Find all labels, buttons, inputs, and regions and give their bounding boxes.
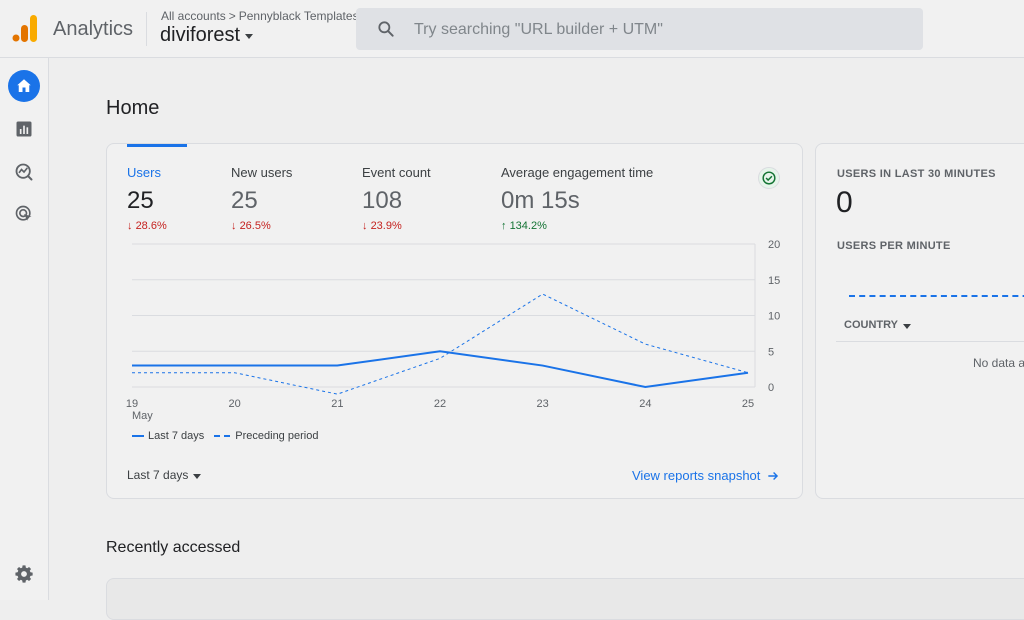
y-tick-label: 5 [768,346,774,358]
chevron-down-icon [245,34,254,39]
page-title: Home [106,97,160,119]
metric-change: ↑ 134.2% [501,220,653,232]
header-divider [146,12,147,46]
breadcrumb-account[interactable]: Pennyblack Templates [238,9,359,23]
x-tick-label: 24 [639,398,651,410]
breadcrumb-root[interactable]: All accounts [161,9,226,23]
recently-accessed-title: Recently accessed [106,539,241,556]
explore-icon [15,163,33,181]
metric-change-value: 23.9% [370,220,402,232]
metric-value: 108 [362,187,403,214]
metric-label: Average engagement time [501,165,654,180]
metric-label: Event count [362,165,431,180]
recently-accessed-card [106,578,1024,620]
active-tab-indicator [127,144,187,147]
legend-label: Last 7 days [148,430,205,442]
chevron-down-icon [902,323,911,329]
y-tick-label: 20 [768,239,780,251]
nav-reports[interactable] [8,113,40,145]
property-selector[interactable]: diviforest [160,24,254,47]
nav-home[interactable] [8,70,40,102]
metric-value: 25 [231,187,258,214]
chevron-down-icon [193,473,202,479]
metric-change-value: 134.2% [509,220,547,232]
arrow-right-icon [768,471,779,480]
users-line-chart: 0 5 10 15 20 19 20 21 22 23 24 25 May [126,239,780,422]
analytics-logo-icon [12,15,37,42]
y-tick-label: 0 [768,382,774,394]
overview-card: Users 25 ↓ 28.6% New users 25 ↓ 26.5% Ev… [106,143,803,499]
dimension-label: COUNTRY [844,319,898,331]
x-tick-label: 21 [331,398,343,410]
y-tick-label: 15 [768,275,780,287]
property-name: diviforest [160,24,241,46]
realtime-card: USERS IN LAST 30 MINUTES 0 USERS PER MIN… [815,143,1024,499]
arrow-down-icon: ↓ [231,220,237,232]
metric-tab-engagement-time[interactable]: Average engagement time 0m 15s ↑ 134.2% [501,165,653,232]
date-range-selector[interactable]: Last 7 days [127,468,202,482]
arrow-up-icon: ↑ [501,220,507,232]
arrow-down-icon: ↓ [362,220,368,232]
series-line-preceding-period [132,293,749,395]
check-circle-icon[interactable] [758,167,780,189]
x-tick-label: 19 [126,398,138,410]
metric-tab-new-users[interactable]: New users 25 ↓ 26.5% [231,165,292,232]
metric-tab-event-count[interactable]: Event count 108 ↓ 23.9% [362,165,431,232]
search-icon [378,21,394,37]
home-icon [17,79,31,92]
search-input[interactable] [412,8,906,52]
x-tick-label: 20 [229,398,241,410]
y-tick-label: 10 [768,311,780,323]
metric-tab-users[interactable]: Users 25 ↓ 28.6% [127,165,167,232]
nav-explore[interactable] [8,156,40,188]
metric-value: 0m 15s [501,187,580,214]
x-tick-sublabel: May [132,410,153,422]
x-tick-label: 23 [537,398,549,410]
chart-legend: Last 7 days Preceding period [132,430,318,442]
breadcrumb-separator: > [228,9,236,23]
breadcrumb[interactable]: All accounts > Pennyblack Templates [161,9,359,23]
left-nav-rail [0,58,49,600]
reports-icon [16,121,32,137]
search-box[interactable] [356,8,923,52]
metric-change: ↓ 26.5% [231,220,292,232]
legend-swatch-solid [132,435,144,437]
metric-label: New users [231,165,293,180]
legend-label: Preceding period [235,430,319,442]
metric-change: ↓ 23.9% [362,220,431,232]
product-name: Analytics [53,18,134,40]
nav-admin-settings[interactable] [8,558,40,590]
metric-change-value: 26.5% [239,220,271,232]
divider [836,341,1024,342]
users-per-minute-baseline [849,295,1024,297]
arrow-down-icon: ↓ [127,220,133,232]
users-per-minute-label: USERS PER MINUTE [837,240,951,252]
x-tick-label: 22 [434,398,446,410]
snapshot-link-label: View reports snapshot [632,468,761,483]
advertising-icon [15,205,32,221]
no-data-message: No data a [973,356,1024,370]
metric-change: ↓ 28.6% [127,220,167,232]
view-reports-snapshot-link[interactable]: View reports snapshot [632,468,780,483]
date-range-label: Last 7 days [127,468,189,482]
check-icon [762,171,776,185]
realtime-title: USERS IN LAST 30 MINUTES [837,168,996,180]
metric-label: Users [127,165,161,180]
x-tick-label: 25 [742,398,754,410]
top-bar: Analytics All accounts > Pennyblack Temp… [0,0,1024,58]
gear-icon [15,565,33,583]
legend-swatch-dashed [214,435,231,437]
metric-value: 25 [127,187,154,214]
series-line-last-7-days [132,350,749,389]
dimension-selector[interactable]: COUNTRY [844,319,911,331]
nav-advertising[interactable] [8,198,40,230]
realtime-count: 0 [836,186,853,219]
metric-change-value: 28.6% [135,220,167,232]
